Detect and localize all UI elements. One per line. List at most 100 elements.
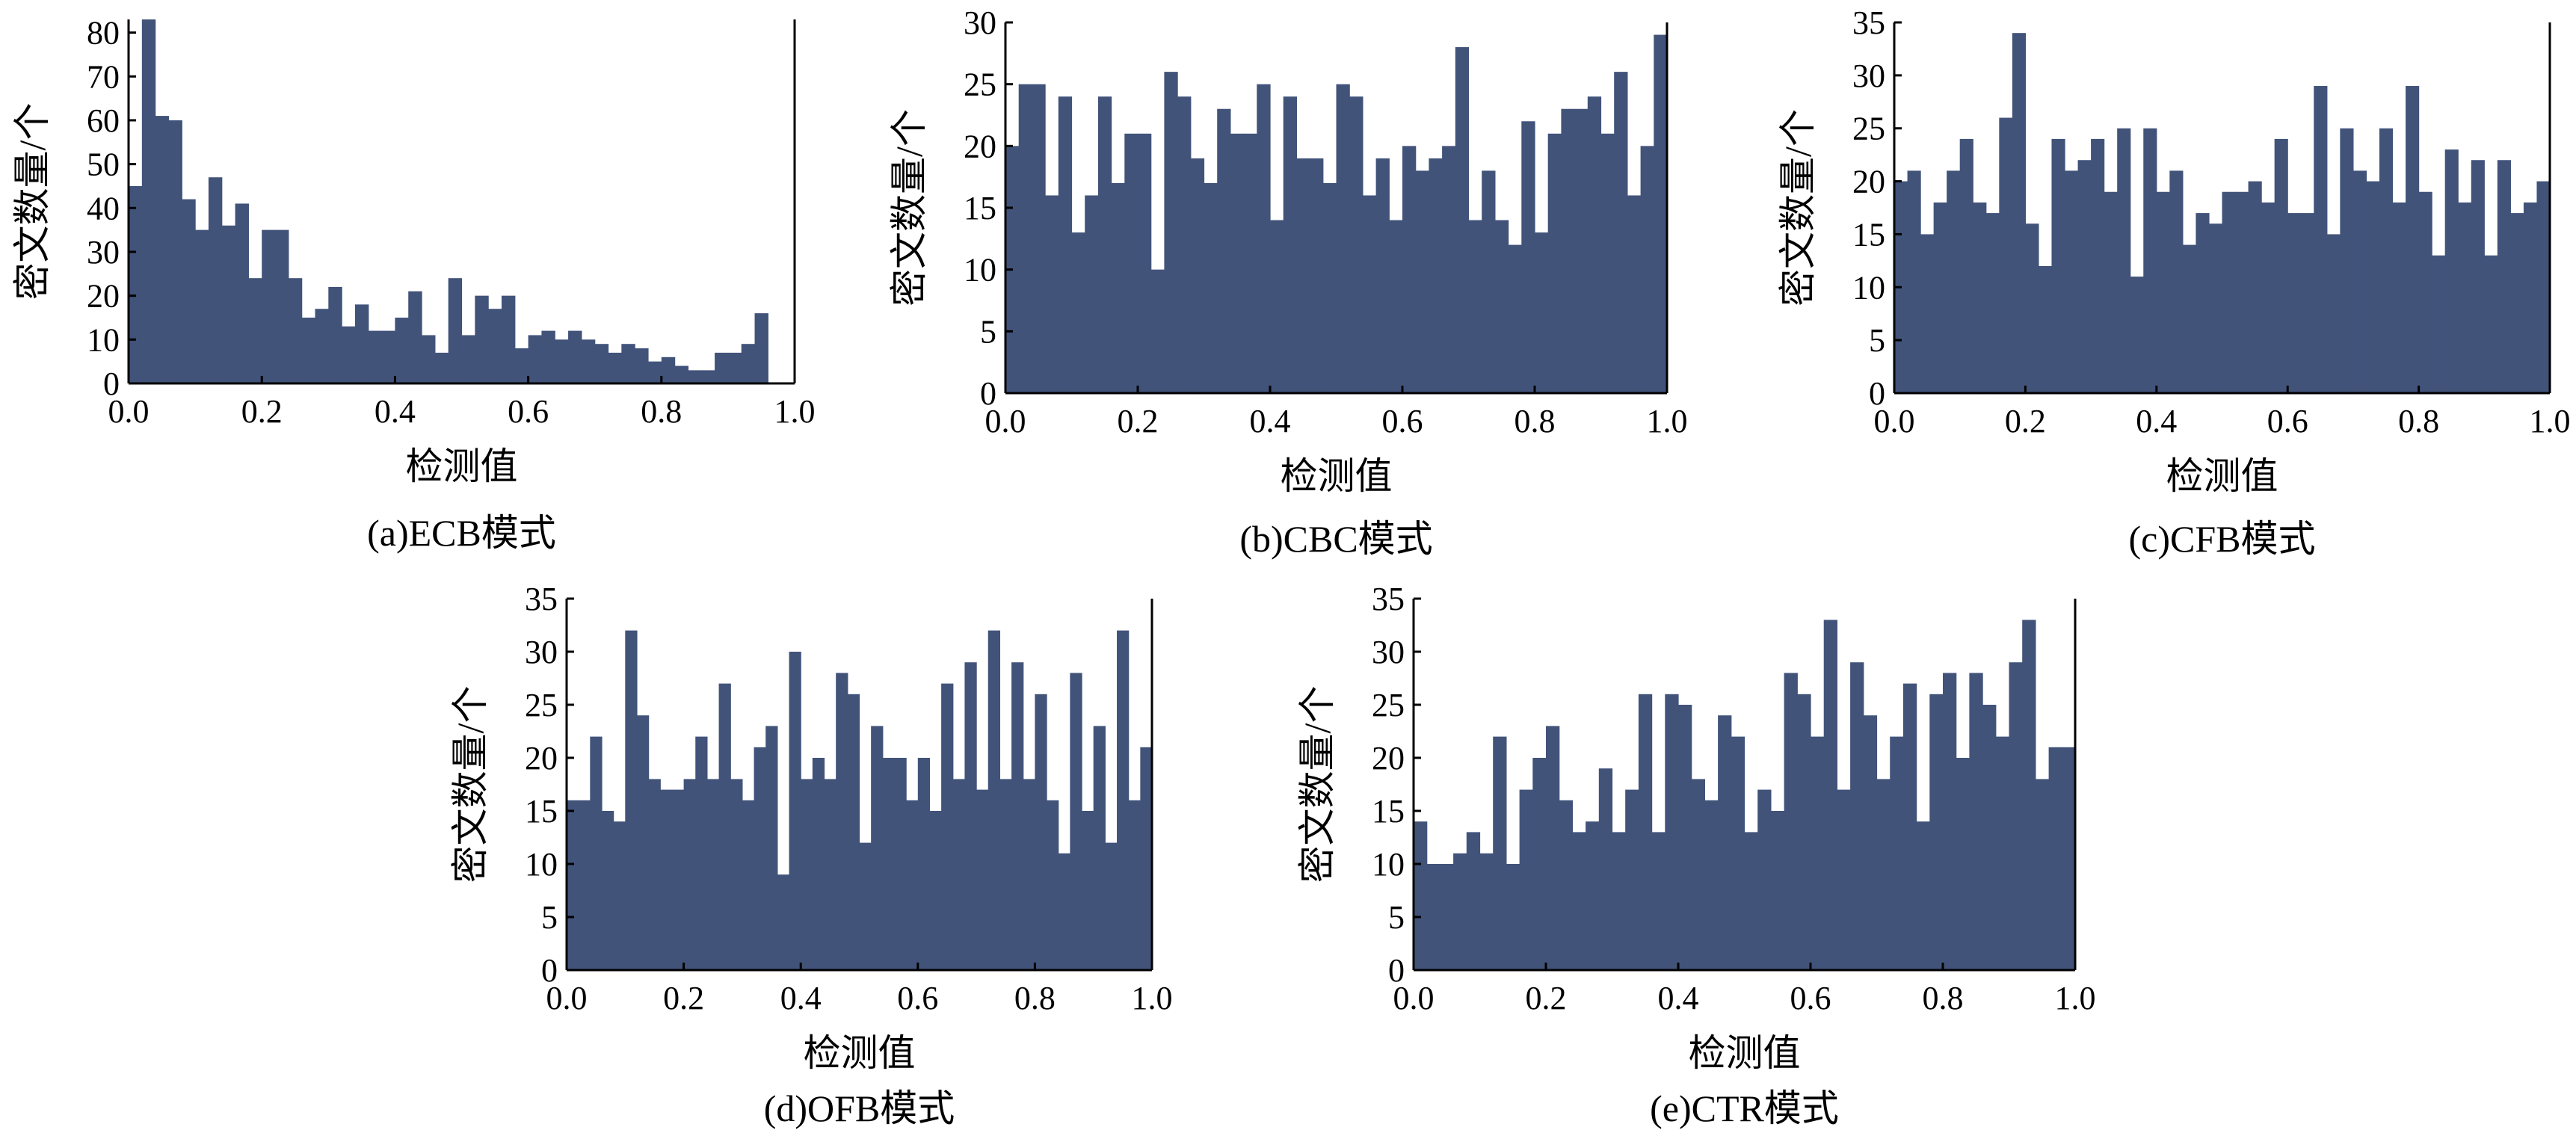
bar-ctr-41 (1956, 758, 1970, 970)
bar-ecb-30 (528, 335, 543, 383)
bar-cfb-41 (2432, 255, 2446, 393)
bar-cfb-10 (2025, 223, 2039, 393)
bar-ecb-2 (155, 116, 170, 383)
y-tick-label-ctr-1: 5 (1388, 899, 1405, 936)
bar-cbc-27 (1362, 195, 1377, 393)
bar-cbc-41 (1547, 133, 1562, 394)
bar-cfb-28 (2261, 202, 2275, 393)
bar-ecb-33 (568, 330, 582, 383)
x-tick-label-ecb-2: 0.4 (375, 393, 416, 430)
bar-ofb-28 (894, 758, 907, 970)
bar-ecb-10 (262, 229, 276, 383)
bar-cbc-42 (1561, 108, 1575, 394)
bar-ctr-22 (1704, 800, 1719, 970)
bar-cfb-34 (2340, 128, 2354, 393)
bar-cbc-6 (1085, 195, 1099, 393)
bar-cbc-43 (1574, 108, 1589, 394)
x-tick-label-cfb-1: 0.2 (2005, 403, 2046, 439)
bar-ctr-2 (1440, 864, 1454, 970)
bar-ctr-33 (1850, 662, 1864, 970)
y-tick-label-cbc-2: 10 (964, 252, 996, 288)
bar-ctr-48 (2048, 747, 2062, 970)
x-tick-label-cfb-3: 0.6 (2267, 403, 2308, 439)
bar-ecb-37 (621, 344, 635, 383)
y-tick-label-cfb-2: 10 (1852, 269, 1885, 306)
bar-cfb-48 (2523, 202, 2538, 393)
chart-caption-ecb: (a)ECB模式 (367, 512, 556, 554)
y-tick-label-ofb-5: 25 (525, 687, 558, 723)
y-tick-label-ecb-3: 30 (87, 234, 120, 271)
y-axis-title-cbc: 密文数量/个 (888, 109, 930, 306)
bar-cbc-45 (1600, 133, 1615, 394)
x-tick-label-ecb-5: 1.0 (774, 393, 816, 430)
bar-cbc-37 (1494, 220, 1509, 393)
y-tick-label-cbc-6: 30 (964, 4, 996, 41)
bar-cfb-39 (2406, 86, 2420, 393)
x-tick-label-ofb-1: 0.2 (663, 980, 704, 1016)
bar-ecb-5 (195, 229, 209, 383)
y-tick-label-cbc-3: 15 (964, 190, 996, 226)
bar-cfb-15 (2091, 138, 2105, 393)
bar-ofb-10 (683, 779, 696, 970)
bar-ofb-2 (590, 736, 603, 970)
x-tick-label-ctr-0: 0.0 (1393, 980, 1435, 1016)
bar-ctr-25 (1744, 832, 1758, 970)
x-axis-title-ofb: 检测值 (804, 1032, 916, 1074)
bar-ofb-15 (742, 800, 755, 970)
y-tick-label-cfb-5: 25 (1852, 111, 1885, 147)
y-tick-label-ecb-0: 0 (103, 365, 120, 402)
y-tick-label-ecb-7: 70 (87, 58, 120, 95)
chart-caption-cbc: (b)CBC模式 (1239, 518, 1432, 560)
x-tick-label-cbc-0: 0.0 (985, 403, 1026, 439)
y-tick-label-cbc-0: 0 (980, 375, 996, 412)
bar-ecb-29 (514, 348, 529, 383)
y-tick-label-ctr-7: 35 (1372, 581, 1405, 617)
bar-ofb-5 (625, 630, 638, 970)
y-tick-label-ecb-6: 60 (87, 102, 120, 139)
chart-cfb: 0.0 0.2 0.4 0.6 0.8 1.0 0 5 10 15 20 25 30 35 密文数量/个检测… (1777, 4, 2571, 560)
bar-cbc-3 (1045, 195, 1059, 393)
bar-ctr-16 (1625, 789, 1639, 970)
bar-ctr-12 (1572, 832, 1586, 970)
bar-ecb-19 (381, 330, 395, 383)
bar-ofb-29 (906, 800, 919, 970)
bar-cbc-47 (1627, 195, 1642, 393)
bar-ctr-1 (1426, 864, 1440, 970)
bar-ctr-23 (1718, 715, 1732, 970)
bar-ofb-8 (660, 789, 673, 970)
x-tick-label-cbc-5: 1.0 (1647, 403, 1688, 439)
bar-cfb-37 (2379, 128, 2394, 393)
chart-ctr: 0.0 0.2 0.4 0.6 0.8 1.0 0 5 10 15 20 25 30 35 密文数量/个检测… (1296, 581, 2096, 1129)
bar-ofb-7 (648, 779, 661, 970)
bar-cfb-36 (2366, 181, 2380, 393)
y-tick-label-ctr-5: 25 (1372, 687, 1405, 723)
bar-cfb-11 (2038, 265, 2053, 393)
bar-ecb-20 (395, 317, 409, 383)
bar-ctr-32 (1837, 789, 1851, 970)
x-tick-label-ecb-3: 0.6 (508, 393, 549, 430)
bar-ecb-12 (288, 278, 303, 383)
bar-cfb-5 (1959, 138, 1973, 393)
y-tick-label-ofb-1: 5 (541, 899, 558, 936)
bar-ofb-21 (812, 758, 825, 970)
bar-ofb-43 (1070, 673, 1082, 970)
bar-ctr-44 (1995, 736, 2010, 970)
bar-ecb-22 (422, 335, 436, 383)
y-tick-label-ofb-3: 15 (525, 793, 558, 830)
bar-cfb-22 (2182, 244, 2197, 393)
y-axis-title-cfb: 密文数量/个 (1777, 109, 1819, 306)
bar-cbc-33 (1442, 146, 1456, 393)
bar-cfb-23 (2196, 213, 2210, 393)
bar-ofb-22 (824, 779, 836, 970)
bar-ecb-45 (727, 352, 742, 383)
y-tick-label-ofb-4: 20 (525, 740, 558, 777)
y-tick-label-cbc-1: 5 (980, 313, 996, 350)
bar-ctr-7 (1506, 864, 1520, 970)
bar-cfb-29 (2274, 138, 2288, 393)
y-tick-label-ofb-0: 0 (541, 952, 558, 989)
y-tick-label-ecb-1: 10 (87, 321, 120, 358)
bar-cbc-17 (1230, 133, 1245, 394)
x-tick-label-cbc-3: 0.6 (1382, 403, 1423, 439)
